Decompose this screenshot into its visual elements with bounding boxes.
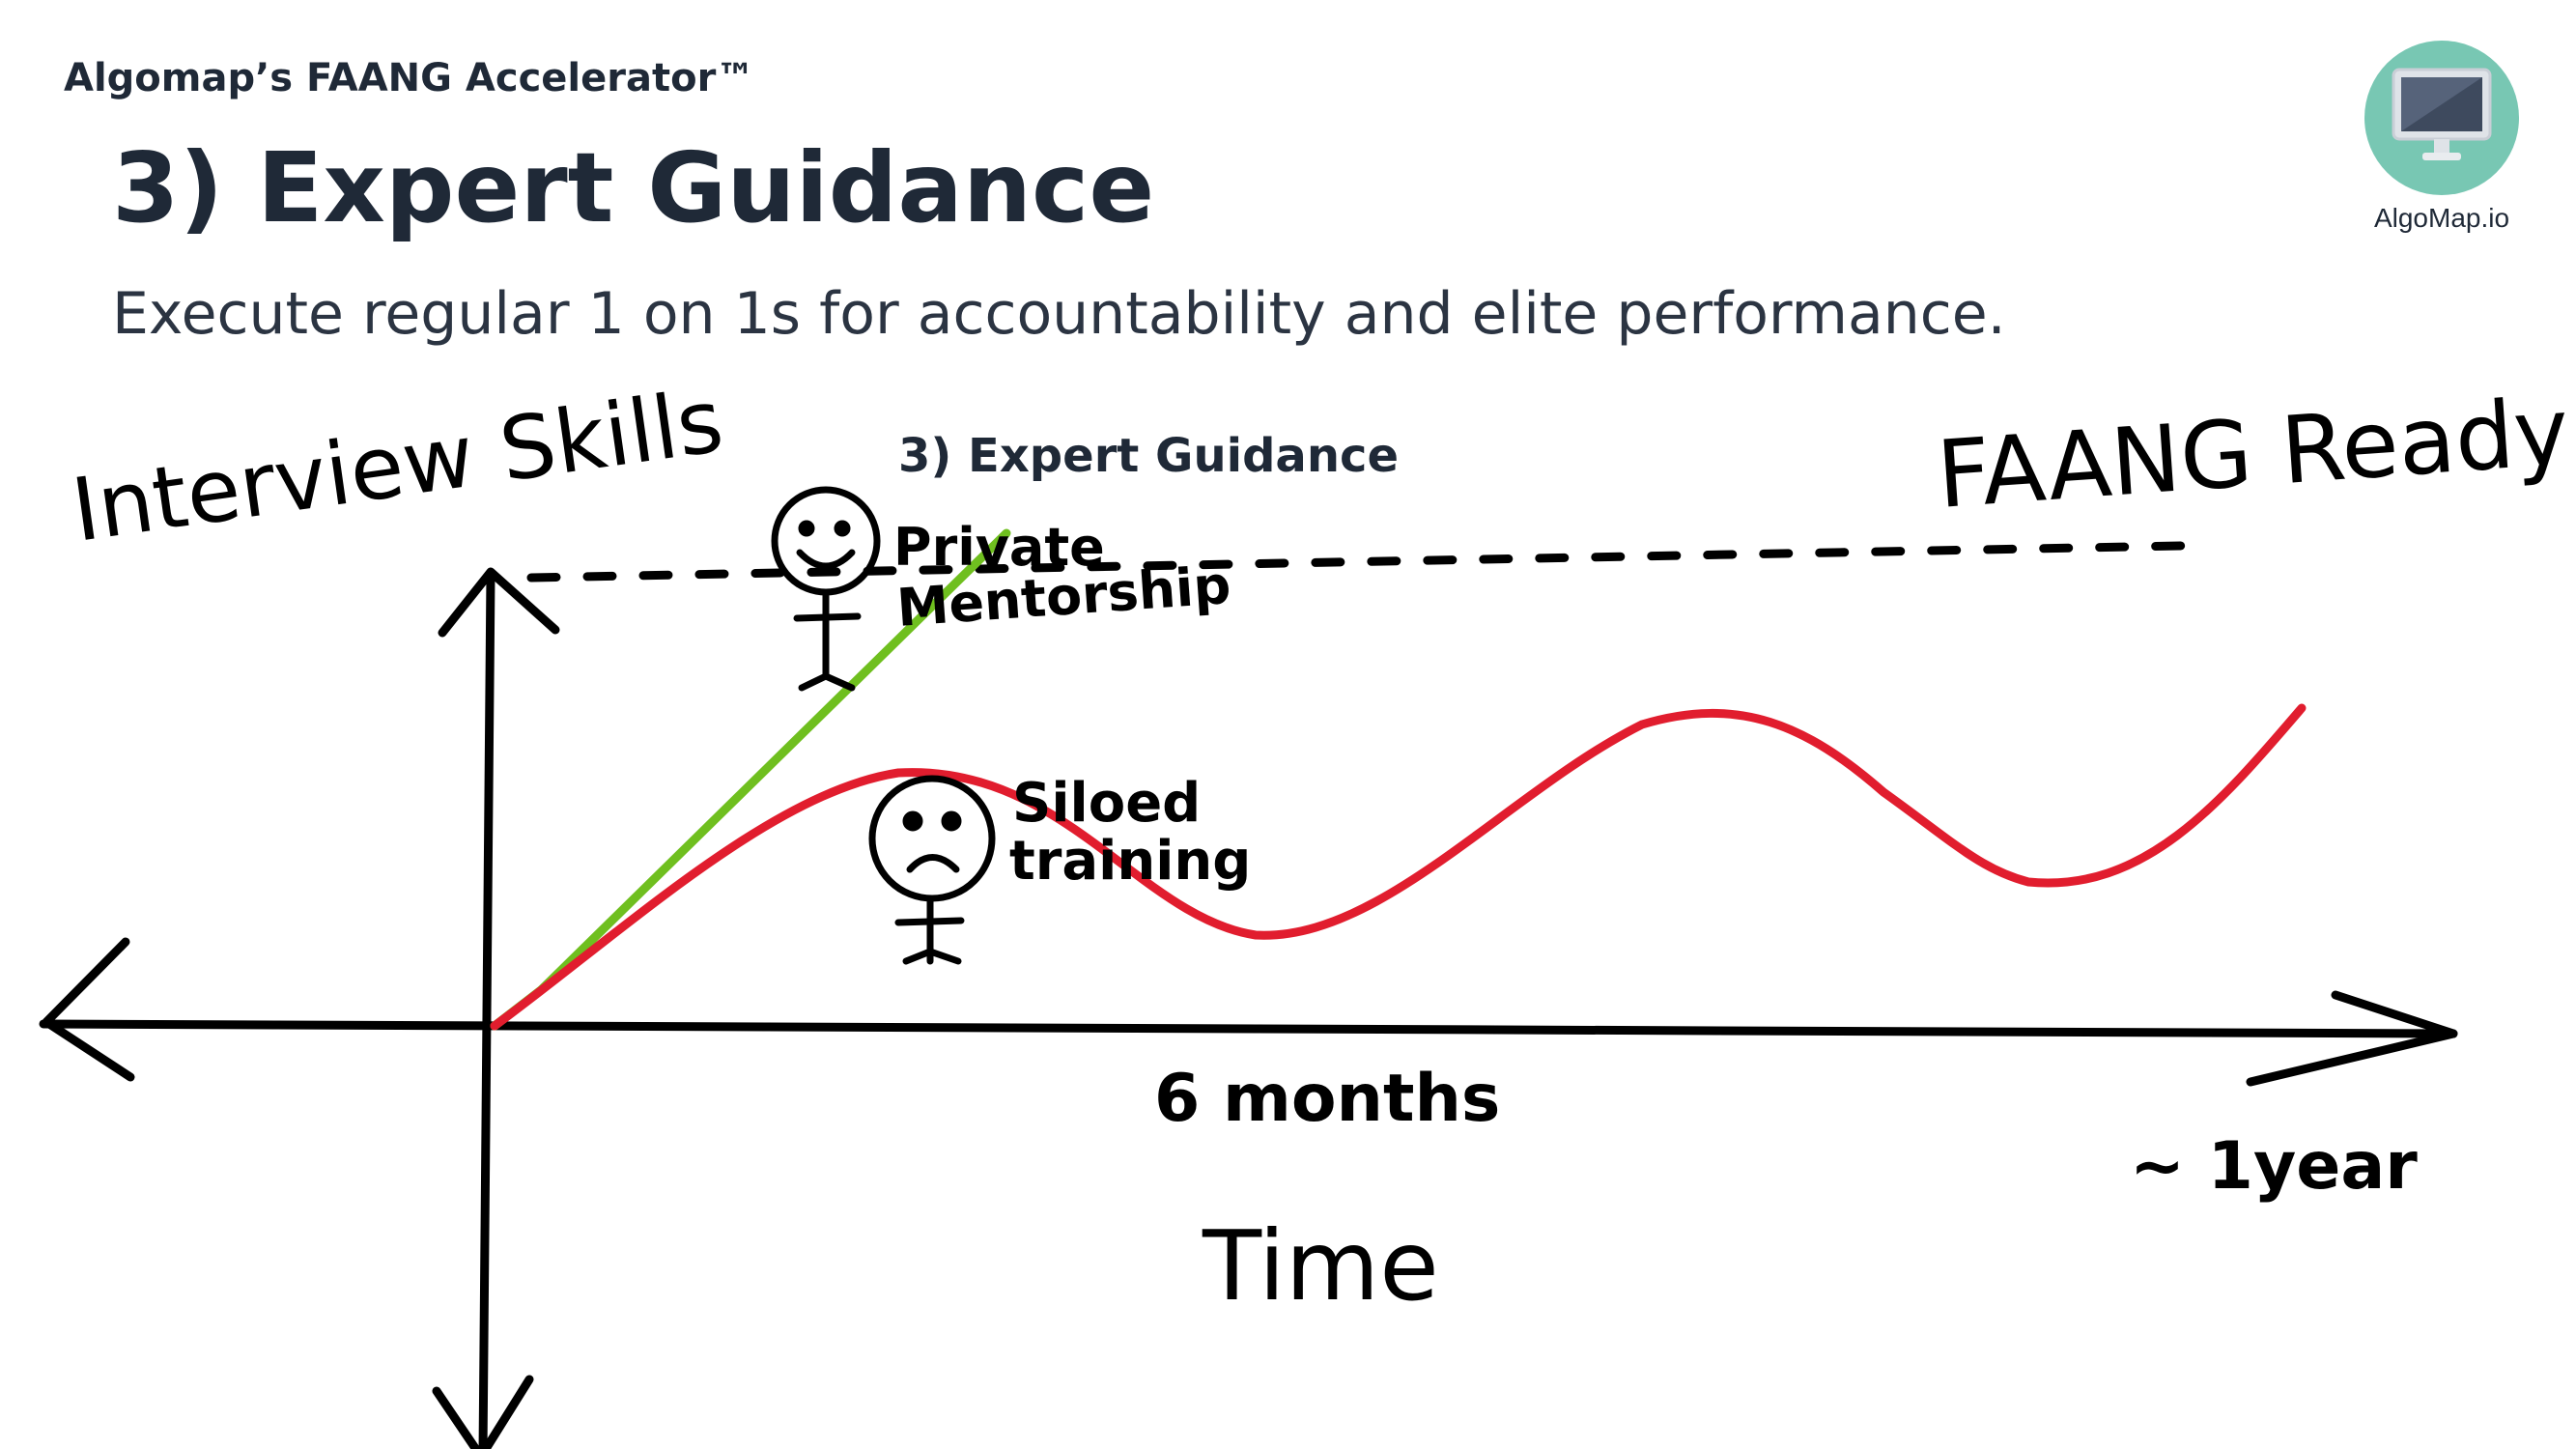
y-axis-label: Interview Skills <box>66 370 728 561</box>
mentorship-label-line-1: Private <box>893 517 1105 578</box>
siloed-label-line-2: training <box>1009 830 1251 893</box>
siloed-training-curve <box>490 703 2307 1031</box>
goal-label: FAANG Ready <box>1934 378 2572 529</box>
inline-section-label: 3) Expert Guidance <box>898 429 1399 483</box>
happy-mentee-figure <box>771 486 881 692</box>
y-axis-down-arrow <box>432 1375 534 1449</box>
logo-circle <box>2364 41 2519 195</box>
page-subtitle: Execute regular 1 on 1s for accountabili… <box>112 280 2006 348</box>
happy-face-icon <box>771 486 881 596</box>
sad-face-icon <box>868 775 996 902</box>
x-axis-line <box>39 1019 2458 1038</box>
x-axis-label: Time <box>1202 1209 1439 1322</box>
y-axis-line <box>478 570 495 1449</box>
x-tick-6-months: 6 months <box>1154 1061 1500 1137</box>
monitor-icon <box>2392 68 2492 160</box>
x-axis-left-arrow <box>42 937 135 1082</box>
x-tick-1-year: ~ 1year <box>2130 1128 2418 1205</box>
sad-learner-figure <box>868 775 996 965</box>
siloed-label-line-1: Siloed <box>1012 772 1201 835</box>
x-axis-right-arrow <box>2246 990 2458 1087</box>
page-title: 3) Expert Guidance <box>112 131 1155 244</box>
brand-header: Algomap’s FAANG Accelerator™ <box>64 56 755 100</box>
y-axis-up-arrow <box>438 567 560 638</box>
logo-label: AlgoMap.io <box>2373 203 2510 233</box>
axes <box>39 567 2458 1449</box>
algomap-logo: AlgoMap.io <box>2364 41 2519 234</box>
